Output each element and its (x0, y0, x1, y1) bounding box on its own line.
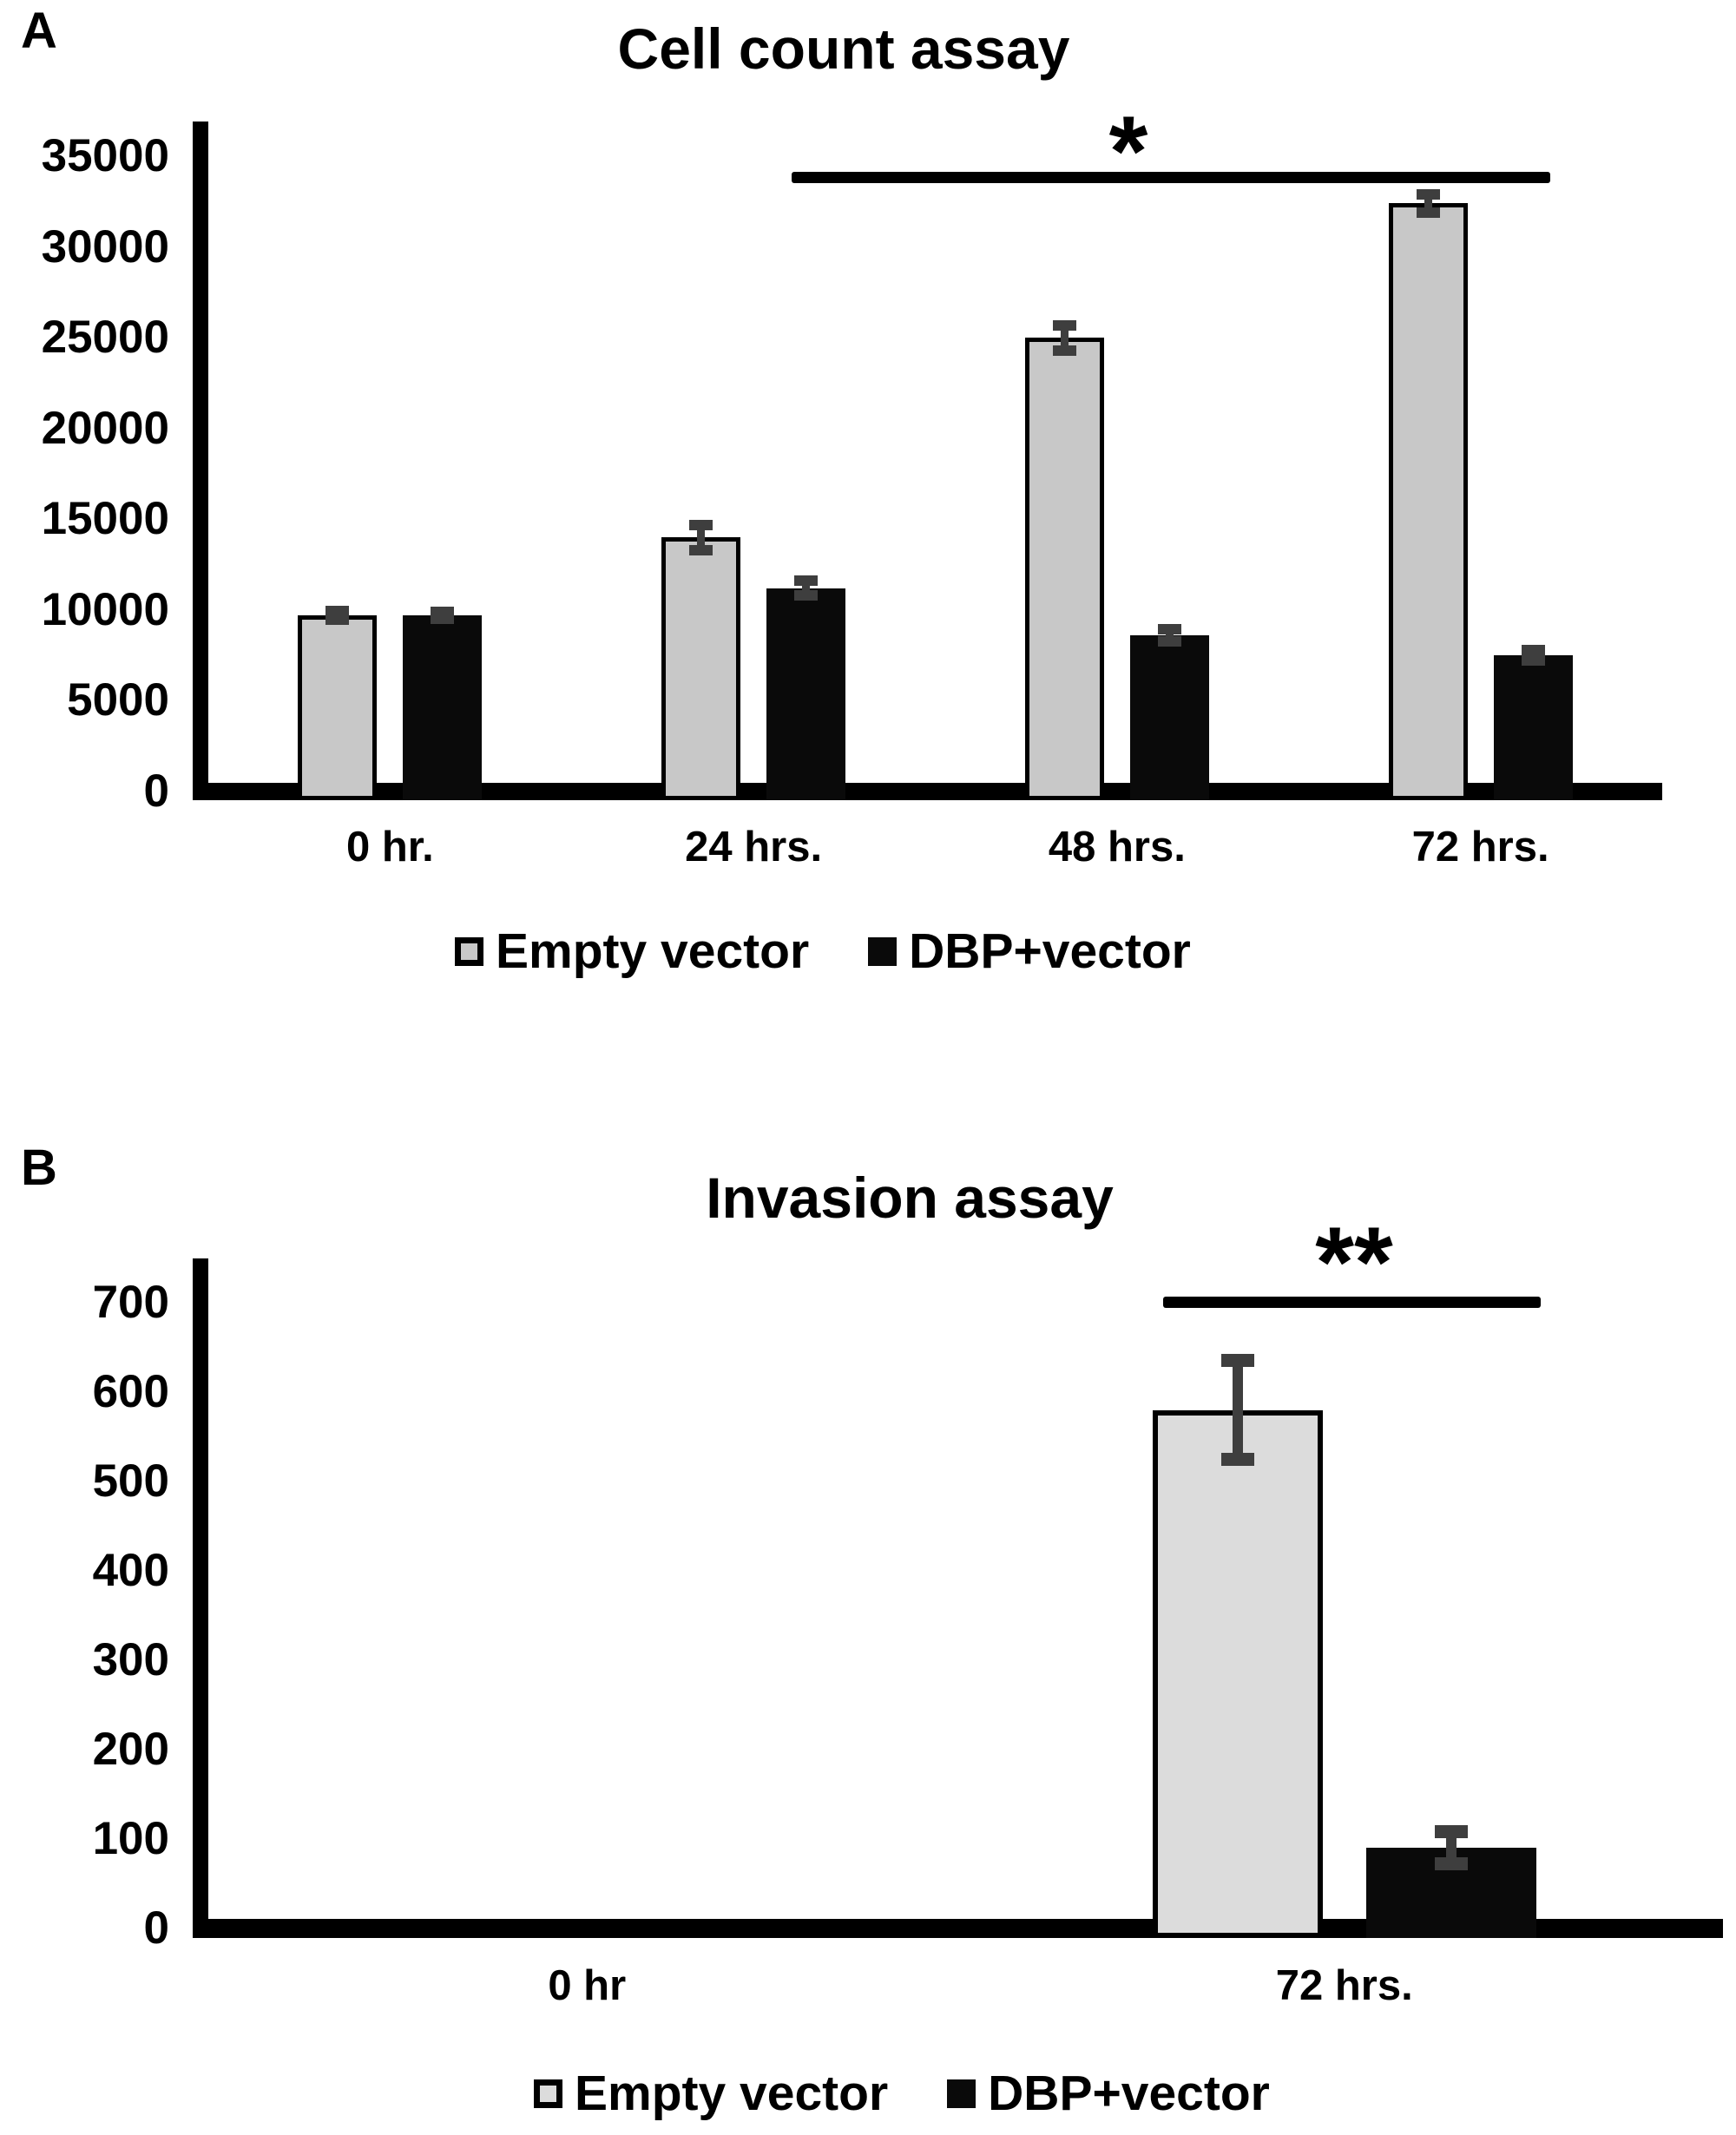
error-bar-whisker (1529, 649, 1537, 661)
error-bar-cap (1052, 319, 1076, 331)
x-axis-category-label: 72 hrs. (1275, 1962, 1413, 2009)
x-axis-category-label: 24 hrs. (685, 824, 823, 870)
y-axis-tick-label: 0 (143, 765, 169, 817)
error-bar-cap (1220, 1354, 1254, 1368)
legend-item-dbp-vector: DBP+vector (947, 2067, 1270, 2119)
legend-item-dbp-vector: DBP+vector (868, 925, 1191, 977)
panel-b-title: Invasion assay (706, 1166, 1114, 1230)
significance-asterisk: ** (1315, 1207, 1393, 1318)
panel-a-legend: Empty vector DBP+vector (455, 925, 1191, 977)
error-bar-cap (1052, 345, 1076, 356)
panel-b-legend: Empty vector DBP+vector (534, 2067, 1270, 2119)
bar-dbp-vector-48hrs (1129, 635, 1209, 800)
x-axis-line (193, 1919, 1723, 1938)
legend-swatch-dbp-vector-icon (947, 2079, 976, 2108)
error-bar-cap (1521, 644, 1545, 655)
error-bar-whisker (1424, 194, 1432, 213)
y-axis-line (193, 122, 208, 800)
error-bar-cap (326, 605, 350, 616)
y-axis-tick-label: 35000 (41, 130, 169, 181)
legend-item-empty-vector: Empty vector (534, 2067, 888, 2119)
bar-empty-vector-48hrs (1024, 338, 1104, 800)
x-axis-category-label: 0 hr (548, 1962, 627, 2009)
x-axis-line (193, 783, 1662, 800)
legend-label-empty-vector: Empty vector (496, 923, 810, 979)
error-bar-cap (431, 614, 455, 625)
error-bar-whisker (802, 581, 811, 596)
error-bar-cap (326, 614, 350, 626)
error-bar-cap (1434, 1857, 1468, 1871)
y-axis-tick-label: 0 (143, 1902, 169, 1954)
error-bar-whisker (1165, 628, 1174, 642)
error-bar-cap (1157, 636, 1181, 647)
legend-swatch-empty-vector-icon (455, 936, 483, 966)
y-axis-tick-label: 25000 (41, 312, 169, 364)
error-bar-cap (1521, 655, 1545, 667)
error-bar-whisker (1232, 1360, 1243, 1460)
y-axis-tick-label: 500 (92, 1455, 169, 1507)
x-axis-category-label: 0 hr. (345, 824, 434, 870)
y-axis-tick-label: 5000 (67, 674, 169, 726)
bar-empty-vector-72hrs (1388, 203, 1468, 800)
error-bar-cap (1434, 1825, 1468, 1839)
error-bar-cap (1416, 207, 1440, 218)
bar-dbp-vector-0hr (403, 615, 483, 800)
bar-empty-vector-24hrs (661, 537, 741, 800)
y-axis-tick-label: 400 (92, 1545, 169, 1596)
legend-label-dbp-vector: DBP+vector (988, 2066, 1270, 2121)
y-axis-tick-label: 30000 (41, 220, 169, 273)
panel-a-title: Cell count assay (617, 16, 1070, 81)
panel-b-letter: B (21, 1140, 57, 1196)
legend-swatch-dbp-vector-icon (868, 936, 898, 966)
bar-empty-vector-72hrs (1152, 1409, 1323, 1938)
significance-line (792, 172, 1550, 183)
error-bar-cap (1416, 188, 1440, 200)
error-bar-cap (689, 519, 713, 530)
x-axis-category-label: 72 hrs. (1411, 824, 1549, 870)
bar-empty-vector-0hr (298, 615, 378, 800)
legend-label-dbp-vector: DBP+vector (909, 923, 1191, 979)
error-bar-cap (1220, 1452, 1254, 1466)
legend-label-empty-vector: Empty vector (575, 2066, 889, 2121)
y-axis-tick-label: 100 (92, 1813, 169, 1864)
legend-swatch-empty-vector-icon (534, 2079, 562, 2108)
bar-dbp-vector-24hrs (766, 588, 846, 800)
y-axis-tick-label: 15000 (41, 493, 169, 545)
y-axis-tick-label: 200 (92, 1724, 169, 1775)
y-axis-tick-label: 700 (92, 1277, 169, 1328)
y-axis-tick-label: 300 (92, 1634, 169, 1685)
bar-dbp-vector-72hrs (1493, 655, 1573, 800)
y-axis-line (193, 1258, 208, 1938)
error-bar-whisker (1060, 325, 1069, 351)
y-axis-tick-label: 600 (92, 1366, 169, 1417)
error-bar-cap (1157, 623, 1181, 634)
significance-line (1163, 1297, 1541, 1308)
significance-asterisk: * (1108, 96, 1148, 207)
y-axis-tick-label: 10000 (41, 583, 169, 635)
error-bar-cap (794, 575, 819, 587)
error-bar-whisker (1445, 1831, 1457, 1864)
y-axis-tick-label: 20000 (41, 402, 169, 454)
legend-item-empty-vector: Empty vector (455, 925, 809, 977)
error-bar-cap (689, 544, 713, 555)
error-bar-cap (794, 590, 819, 601)
panel-a-letter: A (21, 3, 57, 59)
x-axis-category-label: 48 hrs. (1048, 824, 1186, 870)
error-bar-whisker (697, 524, 706, 550)
